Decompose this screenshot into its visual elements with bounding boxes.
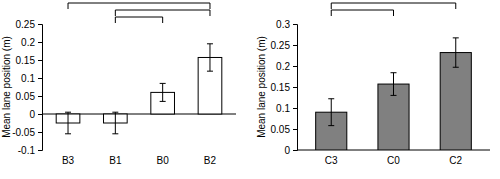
y-tick-label: 0.05 bbox=[271, 124, 291, 135]
y-tick: 0.25 bbox=[271, 40, 297, 51]
y-tick-label: -0.1 bbox=[18, 145, 36, 156]
y-tick-mark bbox=[293, 24, 297, 25]
y-tick-label: 0.1 bbox=[21, 73, 35, 84]
y-tick: 0.3 bbox=[276, 19, 297, 30]
error-bar-line bbox=[328, 99, 334, 126]
y-tick: 0.05 bbox=[271, 124, 297, 135]
figure: -0.1 -0.05 0 0.05 0.1 0.15 0.2 0.25 B3 B1 B0 B2 Mean… bbox=[0, 0, 500, 179]
y-tick-mark bbox=[38, 78, 42, 79]
error-bar bbox=[328, 99, 334, 126]
y-tick: 0.15 bbox=[16, 55, 42, 66]
y-tick-mark bbox=[293, 108, 297, 109]
y-axis-title: Mean lane position (m) bbox=[256, 36, 267, 138]
error-bar bbox=[453, 38, 459, 67]
error-bar-line bbox=[453, 38, 459, 67]
x-tick: C2 bbox=[449, 150, 462, 166]
y-tick-mark bbox=[293, 87, 297, 88]
y-tick-label: 0 bbox=[284, 145, 290, 156]
x-tick: B0 bbox=[157, 150, 170, 166]
y-tick: 0.1 bbox=[21, 73, 42, 84]
y-tick: 0.2 bbox=[21, 37, 42, 48]
y-tick-mark bbox=[38, 60, 42, 61]
y-tick-label: 0.1 bbox=[276, 103, 290, 114]
x-tick-label: B3 bbox=[62, 155, 75, 166]
x-tick-label: B1 bbox=[109, 155, 122, 166]
significance-bracket bbox=[331, 10, 393, 16]
y-axis-title: Mean lane position (m) bbox=[1, 36, 12, 138]
x-tick: B1 bbox=[109, 150, 122, 166]
significance-bracket bbox=[68, 3, 210, 9]
error-bar-line bbox=[391, 73, 397, 96]
x-tick-label: C3 bbox=[325, 155, 338, 166]
significance-bracket bbox=[331, 3, 456, 9]
significance-bracket bbox=[115, 10, 210, 16]
error-bar-line bbox=[207, 44, 213, 71]
x-axis: B3 B1 B0 B2 bbox=[62, 150, 217, 166]
y-tick-label: 0.2 bbox=[276, 61, 290, 72]
significance-bracket bbox=[115, 17, 162, 23]
y-tick: -0.1 bbox=[18, 145, 42, 156]
y-axis: -0.1 -0.05 0 0.05 0.1 0.15 0.2 0.25 bbox=[12, 19, 42, 156]
x-tick-label: C2 bbox=[449, 155, 462, 166]
y-tick-mark bbox=[293, 129, 297, 130]
y-tick: 0.2 bbox=[276, 61, 297, 72]
y-tick-label: 0.2 bbox=[21, 37, 35, 48]
x-tick-label: B0 bbox=[157, 155, 170, 166]
y-axis: 0 0.05 0.1 0.15 0.2 0.25 0.3 bbox=[271, 19, 298, 156]
brackets bbox=[68, 3, 210, 23]
y-tick-mark bbox=[38, 114, 42, 115]
y-tick: 0.1 bbox=[276, 103, 297, 114]
chart-0: -0.1 -0.05 0 0.05 0.1 0.15 0.2 0.25 B3 B1 B0 B2 Mean… bbox=[1, 3, 236, 166]
error-bar-line bbox=[112, 112, 118, 134]
y-tick-label: 0 bbox=[29, 109, 35, 120]
x-tick: C3 bbox=[325, 150, 338, 166]
y-tick: 0 bbox=[284, 145, 297, 156]
x-tick: B3 bbox=[62, 150, 75, 166]
y-tick-label: 0.15 bbox=[271, 82, 291, 93]
y-tick-label: -0.05 bbox=[12, 127, 35, 138]
plot-area bbox=[316, 38, 472, 150]
brackets bbox=[331, 3, 456, 16]
y-tick-mark bbox=[293, 150, 297, 151]
y-tick: 0.05 bbox=[16, 91, 42, 102]
plot-area bbox=[56, 44, 222, 134]
error-bar-line bbox=[160, 83, 166, 101]
y-tick-label: 0.25 bbox=[271, 40, 291, 51]
y-tick-label: 0.25 bbox=[16, 19, 36, 30]
error-bar bbox=[65, 112, 71, 134]
y-tick-mark bbox=[293, 45, 297, 46]
y-tick-label: 0.15 bbox=[16, 55, 36, 66]
y-tick-mark bbox=[38, 132, 42, 133]
error-bar-line bbox=[65, 112, 71, 134]
y-tick: 0.15 bbox=[271, 82, 297, 93]
y-tick-mark bbox=[38, 42, 42, 43]
error-bar bbox=[207, 44, 213, 71]
y-axis-line bbox=[38, 25, 43, 151]
error-bar bbox=[391, 73, 397, 96]
y-tick-mark bbox=[38, 24, 42, 25]
x-axis: C3 C0 C2 bbox=[325, 150, 463, 166]
chart-1: 0 0.05 0.1 0.15 0.2 0.25 0.3 C3 C0 C2 Mean lane po… bbox=[256, 3, 490, 166]
x-tick: B2 bbox=[204, 150, 217, 166]
x-tick-label: B2 bbox=[204, 155, 217, 166]
error-bar bbox=[112, 112, 118, 134]
y-tick-label: 0.05 bbox=[16, 91, 36, 102]
y-tick-mark bbox=[293, 66, 297, 67]
y-tick-mark bbox=[38, 96, 42, 97]
y-tick-mark bbox=[38, 150, 42, 151]
y-tick-label: 0.3 bbox=[276, 19, 290, 30]
y-axis-line bbox=[293, 25, 298, 151]
y-tick: -0.05 bbox=[12, 127, 42, 138]
x-tick-label: C0 bbox=[387, 155, 400, 166]
y-tick: 0.25 bbox=[16, 19, 42, 30]
x-tick: C0 bbox=[387, 150, 400, 166]
y-tick: 0 bbox=[29, 109, 42, 120]
error-bar bbox=[160, 83, 166, 101]
